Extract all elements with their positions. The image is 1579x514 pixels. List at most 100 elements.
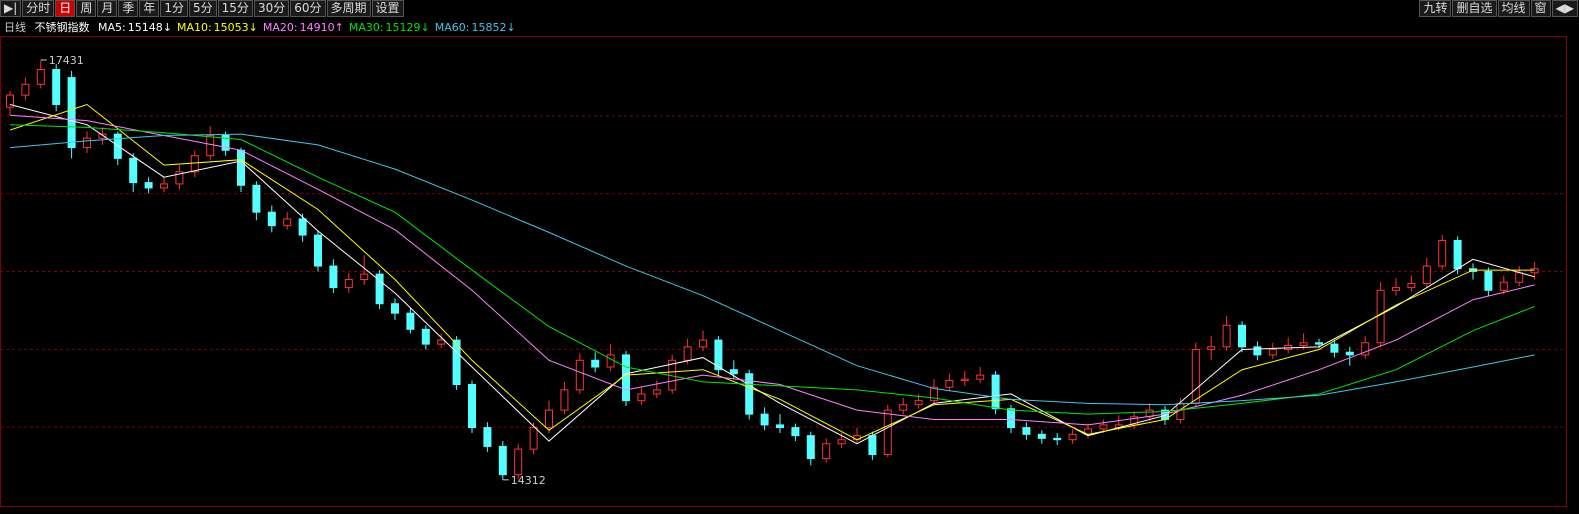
legend: MA5: 15148↓ MA10: 15053↓ MA20: 14910↑ MA30: 151… (98, 21, 521, 34)
candle-body (375, 273, 384, 305)
candle-body (622, 354, 630, 402)
candle-body (452, 339, 461, 386)
candle-body (1207, 346, 1216, 351)
period-button[interactable]: 15分 (217, 0, 253, 17)
candle-body (421, 328, 430, 345)
toggle-icon[interactable]: ◀▶ (1551, 0, 1578, 17)
tool-button[interactable]: 删自选 (1452, 0, 1497, 17)
legend-value: 15053↓ (213, 21, 258, 34)
chart: 17431 14312 (0, 36, 1567, 507)
candle-body (160, 183, 168, 189)
candle-body (745, 373, 754, 415)
period-button[interactable]: 多周期 (326, 0, 371, 17)
candle-body (360, 273, 369, 281)
candle-body (267, 211, 276, 227)
legend-name: MA10: (176, 21, 212, 34)
candle-body (1299, 342, 1308, 346)
candle-body (1345, 351, 1354, 356)
candle-body (1130, 416, 1139, 426)
candle-body (806, 435, 815, 460)
candle-body (83, 137, 91, 149)
period-button[interactable]: 年 (139, 0, 160, 17)
legend-item: MA10: 15053↓ (177, 21, 258, 34)
candle-body (298, 218, 307, 236)
candle-body (1438, 239, 1447, 267)
candle-body (791, 427, 800, 437)
candle-body (1407, 283, 1416, 289)
candle-body (714, 339, 723, 371)
candle-body (1422, 265, 1431, 285)
period-button[interactable]: 季 (118, 0, 139, 17)
candle-body (1191, 349, 1200, 404)
candle-body (868, 435, 877, 456)
candle-body (483, 427, 492, 447)
candle-body (314, 234, 322, 267)
candle-body (1222, 324, 1231, 348)
period-button[interactable]: 设置 (371, 0, 404, 17)
tool-button[interactable]: 均线 (1497, 0, 1530, 17)
info-line: 日线 不锈钢指数 MA5: 15148↓ MA10: 15053↓ MA20: 14910… (4, 19, 526, 35)
candle-body (960, 378, 969, 381)
candle-body (1484, 270, 1493, 291)
period-button[interactable]: 日 (55, 0, 76, 17)
candle-body (98, 133, 107, 139)
candle-body (637, 393, 646, 402)
candle-body (976, 374, 985, 380)
candle-body (36, 69, 45, 85)
tool-button[interactable]: 窗 (1530, 0, 1551, 17)
ma-line (9, 114, 1535, 426)
legend-value: 15129↓ (385, 21, 430, 34)
annotation-label: 17431 (49, 54, 84, 67)
annotation-label: 14312 (511, 474, 546, 487)
ma-line (9, 133, 1535, 406)
candle-body (760, 413, 769, 426)
candle-body (1499, 281, 1508, 291)
period-button[interactable]: 30分 (253, 0, 290, 17)
candle-body (560, 389, 569, 411)
candle-body (683, 346, 692, 361)
nav-icon[interactable]: ▶| (0, 0, 22, 17)
candle-body (1268, 349, 1277, 356)
candle-body (468, 384, 476, 429)
period-button[interactable]: 1分 (160, 0, 189, 17)
tool-button[interactable]: 九转 (1419, 0, 1452, 17)
tool-buttons: 九转 删自选 均线窗 (1419, 0, 1551, 17)
candle-body (1530, 268, 1539, 274)
candle-body (837, 439, 846, 445)
period-button[interactable]: 周 (76, 0, 97, 17)
candle-body (529, 427, 538, 450)
candle-body (329, 265, 338, 289)
period-button[interactable]: 5分 (189, 0, 217, 17)
period-button[interactable]: 60分 (290, 0, 326, 17)
candle-body (406, 312, 415, 330)
candle-body (6, 94, 14, 108)
candle-body (914, 400, 923, 406)
ma-line (9, 103, 1535, 441)
legend-item: MA5: 15148↓ (98, 21, 172, 34)
candle-body (344, 279, 353, 289)
legend-value: 15852↓ (471, 21, 516, 34)
candle-body (1068, 433, 1077, 441)
candle-body (190, 155, 199, 173)
candle-body (606, 354, 615, 368)
candle-body (776, 424, 784, 429)
candle-body (1315, 342, 1323, 345)
ma-line (9, 104, 1535, 445)
period-button[interactable]: 月 (97, 0, 118, 17)
candle-body (1515, 272, 1524, 283)
candle-body (175, 171, 184, 185)
period-button[interactable]: 分时 (22, 0, 55, 17)
candle-body (206, 134, 215, 157)
candle-body (498, 445, 507, 476)
candle-body (67, 77, 76, 149)
candle-body (514, 448, 523, 476)
candle-body (144, 182, 153, 189)
candle-body (699, 339, 707, 348)
candle-body (575, 359, 584, 391)
period-buttons: 分时日周月季年 1分 5分 15分 30分 60分 多周期 设置 (22, 0, 404, 17)
legend-value: 14910↑ (299, 21, 344, 34)
legend-value: 15148↓ (127, 21, 172, 34)
candle-body (221, 134, 230, 151)
candle-body (1145, 409, 1154, 418)
